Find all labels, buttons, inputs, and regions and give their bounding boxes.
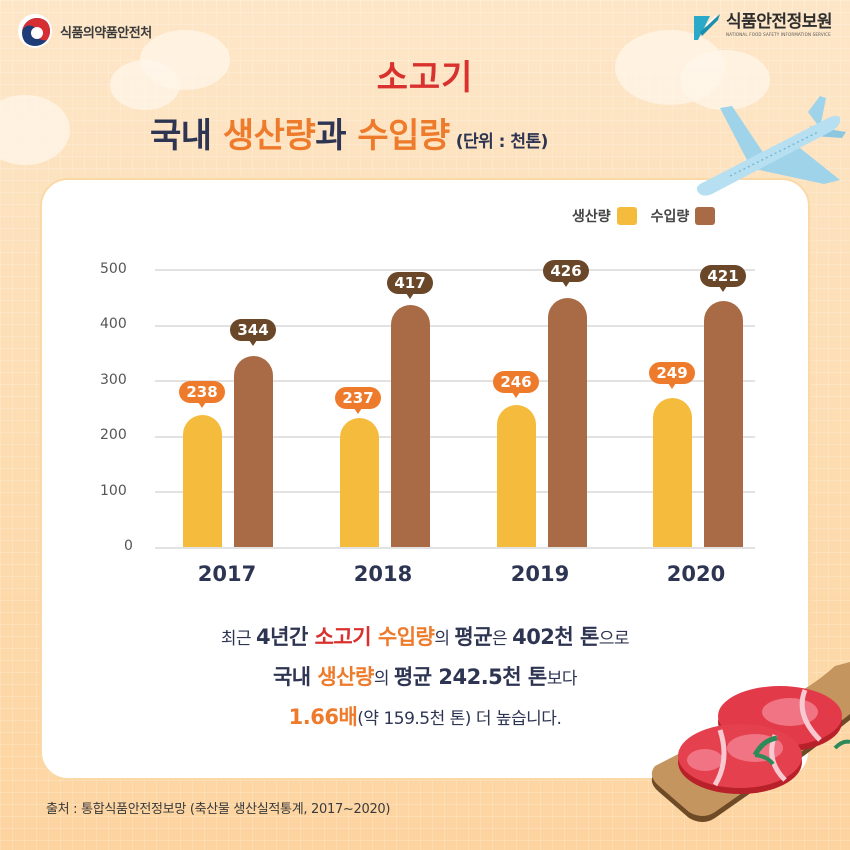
taeguk-emblem-icon: [18, 14, 52, 48]
value-label-import-2017: 344: [230, 319, 276, 346]
title-sub: 국내 생산량과 수입량 (단위 : 천톤): [150, 108, 548, 157]
text: 4년간: [256, 625, 315, 649]
text: 국내: [272, 665, 318, 689]
legend-label-import: 수입량: [650, 209, 690, 225]
text: 최근: [220, 629, 257, 649]
text: 보다: [546, 669, 578, 689]
value-label-import-2019: 426: [543, 260, 589, 287]
value-label-production-2018: 237: [335, 387, 381, 414]
summary-line-2: 국내 생산량의 평균 242.5천 톤보다: [60, 658, 790, 698]
text: 은: [492, 629, 513, 649]
text: (약 159.5천 톤) 더 높습니다.: [357, 709, 562, 729]
cloud-decoration: [0, 95, 70, 165]
summary-line-1: 최근 4년간 소고기 수입량의 평균은 402천 톤으로: [60, 618, 790, 658]
y-tick: 0: [124, 538, 133, 554]
text: 의: [434, 629, 455, 649]
nfsi-mark-icon: [692, 12, 722, 42]
unit-label: (단위 : 천톤): [455, 132, 549, 152]
x-label-2020: 2020: [666, 562, 726, 586]
airplane-icon: [696, 96, 846, 196]
y-tick: 400: [100, 316, 127, 332]
mfds-name: 식품의약품안전처: [60, 25, 152, 41]
x-label-2017: 2017: [197, 562, 257, 586]
value-label-import-2020: 421: [700, 265, 746, 292]
production-average-value: 평균 242.5천 톤: [393, 665, 547, 689]
value-label-production-2019: 246: [493, 371, 539, 398]
highlight-import: 수입량: [377, 625, 435, 649]
text: 평균: [454, 625, 493, 649]
x-label-2018: 2018: [353, 562, 413, 586]
gridline: [155, 269, 755, 271]
ratio-value: 1.66배: [288, 705, 358, 729]
value-label-production-2017: 238: [179, 381, 225, 408]
text: 으로: [598, 629, 630, 649]
cloud-decoration: [680, 50, 770, 110]
x-label-2019: 2019: [510, 562, 570, 586]
source-note: 출처 : 통합식품안전정보망 (축산물 생산실적통계, 2017~2020): [46, 802, 391, 817]
summary-line-3: 1.66배(약 159.5천 톤) 더 높습니다.: [60, 698, 790, 738]
summary-text: 최근 4년간 소고기 수입량의 평균은 402천 톤으로 국내 생산량의 평균 …: [60, 618, 790, 738]
gridline: [155, 325, 755, 327]
title-text: 과: [315, 116, 358, 156]
gridline: [155, 380, 755, 382]
legend-swatch-import: [695, 207, 716, 225]
highlight-beef: 소고기: [314, 625, 378, 649]
cloud-decoration: [110, 60, 180, 110]
bar-production-2019: [497, 405, 536, 547]
bar-import-2017: [234, 356, 273, 547]
bar-production-2017: [183, 415, 222, 547]
nfsi-name: 식품안전정보원: [726, 12, 832, 32]
title-main: 소고기: [376, 58, 474, 98]
y-tick: 100: [100, 483, 127, 499]
y-tick: 300: [100, 372, 127, 388]
mfds-logo: 식품의약품안전처: [18, 14, 152, 48]
legend-label-production: 생산량: [572, 209, 611, 225]
value-label-import-2018: 417: [387, 272, 433, 299]
gridline: [155, 491, 755, 493]
gridline: [155, 436, 755, 438]
nfsi-logo: 식품안전정보원 NATIONAL FOOD SAFETY INFORMATION…: [692, 12, 832, 42]
title-text: 국내: [150, 116, 223, 156]
y-tick: 200: [100, 427, 127, 443]
import-average-value: 402천 톤: [512, 625, 599, 649]
nfsi-subtitle: NATIONAL FOOD SAFETY INFORMATION SERVICE: [726, 32, 831, 37]
bar-production-2020: [653, 398, 692, 547]
bar-production-2018: [340, 418, 379, 547]
highlight-production: 생산량: [317, 665, 374, 689]
chart-legend: 생산량 수입량: [572, 206, 716, 226]
bar-import-2020: [704, 301, 743, 547]
x-axis-line: [155, 547, 755, 549]
legend-swatch-production: [616, 207, 637, 225]
bar-import-2019: [548, 298, 587, 547]
steak-board-icon: [651, 662, 850, 822]
value-label-production-2020: 249: [649, 362, 695, 389]
bar-import-2018: [391, 305, 430, 547]
title-highlight-production: 생산량: [222, 116, 316, 156]
y-tick: 500: [100, 261, 127, 277]
title-highlight-import: 수입량: [357, 116, 450, 156]
text: 의: [373, 669, 394, 689]
